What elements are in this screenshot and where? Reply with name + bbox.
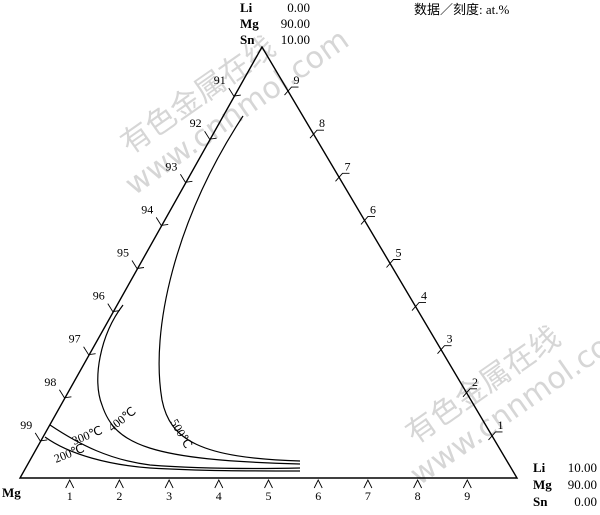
left-corner-label-mg: Mg — [2, 485, 21, 500]
bottom-edge-tick-label: 9 — [464, 489, 470, 503]
right-edge-tick-mark — [386, 259, 401, 268]
left-edge-tick-mark — [155, 217, 169, 226]
bottom-edge-tick-mark — [363, 478, 373, 489]
right-edge-tick-label: 3 — [447, 332, 453, 346]
top-corner-element-li: Li — [240, 0, 253, 15]
isotherm-500-curve — [158, 115, 301, 462]
units-note: 数据／刻度: at.% — [414, 2, 509, 17]
bottom-edge-tick-label: 1 — [67, 489, 73, 503]
bottom-edge-tick-label: 4 — [216, 489, 222, 503]
left-edge-tick-label: 93 — [165, 159, 177, 173]
left-edge-tick-label: 95 — [117, 246, 129, 260]
right-edge-tick-mark — [284, 86, 299, 96]
isotherm-300-curve — [49, 424, 301, 470]
triangle-frame — [18, 45, 519, 479]
left-edge-tick-label: 98 — [44, 375, 56, 389]
top-corner-composition: Li 0.00 Mg 90.00 Sn 10.00 — [240, 0, 310, 47]
bottom-edge-tick-mark — [65, 478, 75, 489]
right-corner-value-mg: 90.00 — [568, 477, 597, 492]
bottom-edge-tick-mark — [214, 478, 224, 489]
left-edge-tick-mark — [204, 130, 217, 140]
isotherm-curves — [44, 115, 301, 472]
right-edge-tick-label: 2 — [472, 375, 478, 389]
right-corner-element-sn: Sn — [533, 494, 548, 509]
isotherm-label-400: 400℃ — [105, 404, 138, 434]
right-edge-tick-mark — [462, 388, 477, 398]
left-edge-tick-label: 92 — [190, 116, 202, 130]
right-edge-tick-mark — [360, 215, 375, 225]
left-edge-tick-mark — [131, 260, 145, 269]
bottom-edge-tick-mark — [462, 478, 472, 489]
top-corner-value-li: 0.00 — [287, 0, 310, 15]
right-corner-value-sn: 0.00 — [574, 494, 597, 509]
right-edge-tick-mark — [437, 345, 452, 354]
right-corner-element-li: Li — [533, 460, 546, 475]
right-edge-tick-label: 4 — [421, 289, 427, 303]
top-corner-element-sn: Sn — [240, 32, 255, 47]
bottom-edge-ticks: 1 2 3 4 5 6 7 8 9 — [65, 478, 472, 503]
left-edge-tick-label: 99 — [20, 418, 32, 432]
bottom-edge-tick-label: 8 — [415, 489, 421, 503]
right-edge-tick-mark — [309, 129, 324, 139]
left-edge-tick-label: 97 — [69, 332, 81, 346]
bottom-edge-tick-label: 5 — [266, 489, 272, 503]
left-edge-tick-mark — [34, 432, 48, 442]
left-edge-tick-label: 94 — [141, 202, 153, 216]
right-edge-tick-label: 8 — [319, 116, 325, 130]
left-edge-tick-mark — [107, 303, 120, 313]
isotherm-400-curve — [97, 304, 301, 465]
bottom-edge-tick-mark — [313, 478, 323, 489]
isotherm-label-500: 500℃ — [167, 417, 195, 451]
isotherm-200-curve — [44, 436, 301, 472]
left-edge-tick-mark — [83, 346, 96, 356]
right-edge-tick-label: 1 — [498, 418, 504, 432]
top-corner-value-sn: 10.00 — [281, 32, 310, 47]
left-edge-tick-label: 96 — [93, 289, 105, 303]
left-edge-tick-label: 91 — [214, 73, 226, 87]
right-edge-tick-label: 6 — [370, 202, 376, 216]
bottom-edge-tick-label: 6 — [315, 489, 321, 503]
left-edge-ticks: 91 92 93 94 95 96 97 98 99 — [20, 73, 241, 442]
bottom-edge-tick-mark — [164, 478, 174, 489]
right-corner-composition: Li 10.00 Mg 90.00 Sn 0.00 — [533, 460, 597, 509]
top-corner-value-mg: 90.00 — [281, 16, 310, 31]
bottom-edge-tick-mark — [114, 478, 124, 489]
bottom-edge-tick-label: 7 — [365, 489, 371, 503]
right-edge-tick-label: 9 — [294, 73, 300, 87]
right-edge-tick-label: 5 — [396, 246, 402, 260]
bottom-edge-tick-label: 2 — [116, 489, 122, 503]
right-edge-tick-mark — [488, 431, 503, 441]
right-edge-ticks: 9 8 7 6 5 4 3 2 1 — [284, 73, 504, 441]
left-edge-tick-mark — [180, 174, 193, 183]
right-edge-tick-mark — [411, 302, 426, 311]
left-edge-tick-mark — [59, 389, 72, 399]
right-corner-element-mg: Mg — [533, 477, 552, 492]
left-edge-tick-mark — [228, 87, 241, 97]
bottom-edge-tick-label: 3 — [166, 489, 172, 503]
right-edge-tick-label: 7 — [345, 159, 351, 173]
bottom-edge-tick-mark — [413, 478, 423, 489]
top-corner-element-mg: Mg — [240, 16, 259, 31]
bottom-edge-tick-mark — [264, 478, 273, 489]
right-edge-tick-mark — [335, 172, 350, 182]
watermark-upper: 有色金属在线 www.cnnmol.com — [115, 22, 356, 202]
right-corner-value-li: 10.00 — [568, 460, 597, 475]
